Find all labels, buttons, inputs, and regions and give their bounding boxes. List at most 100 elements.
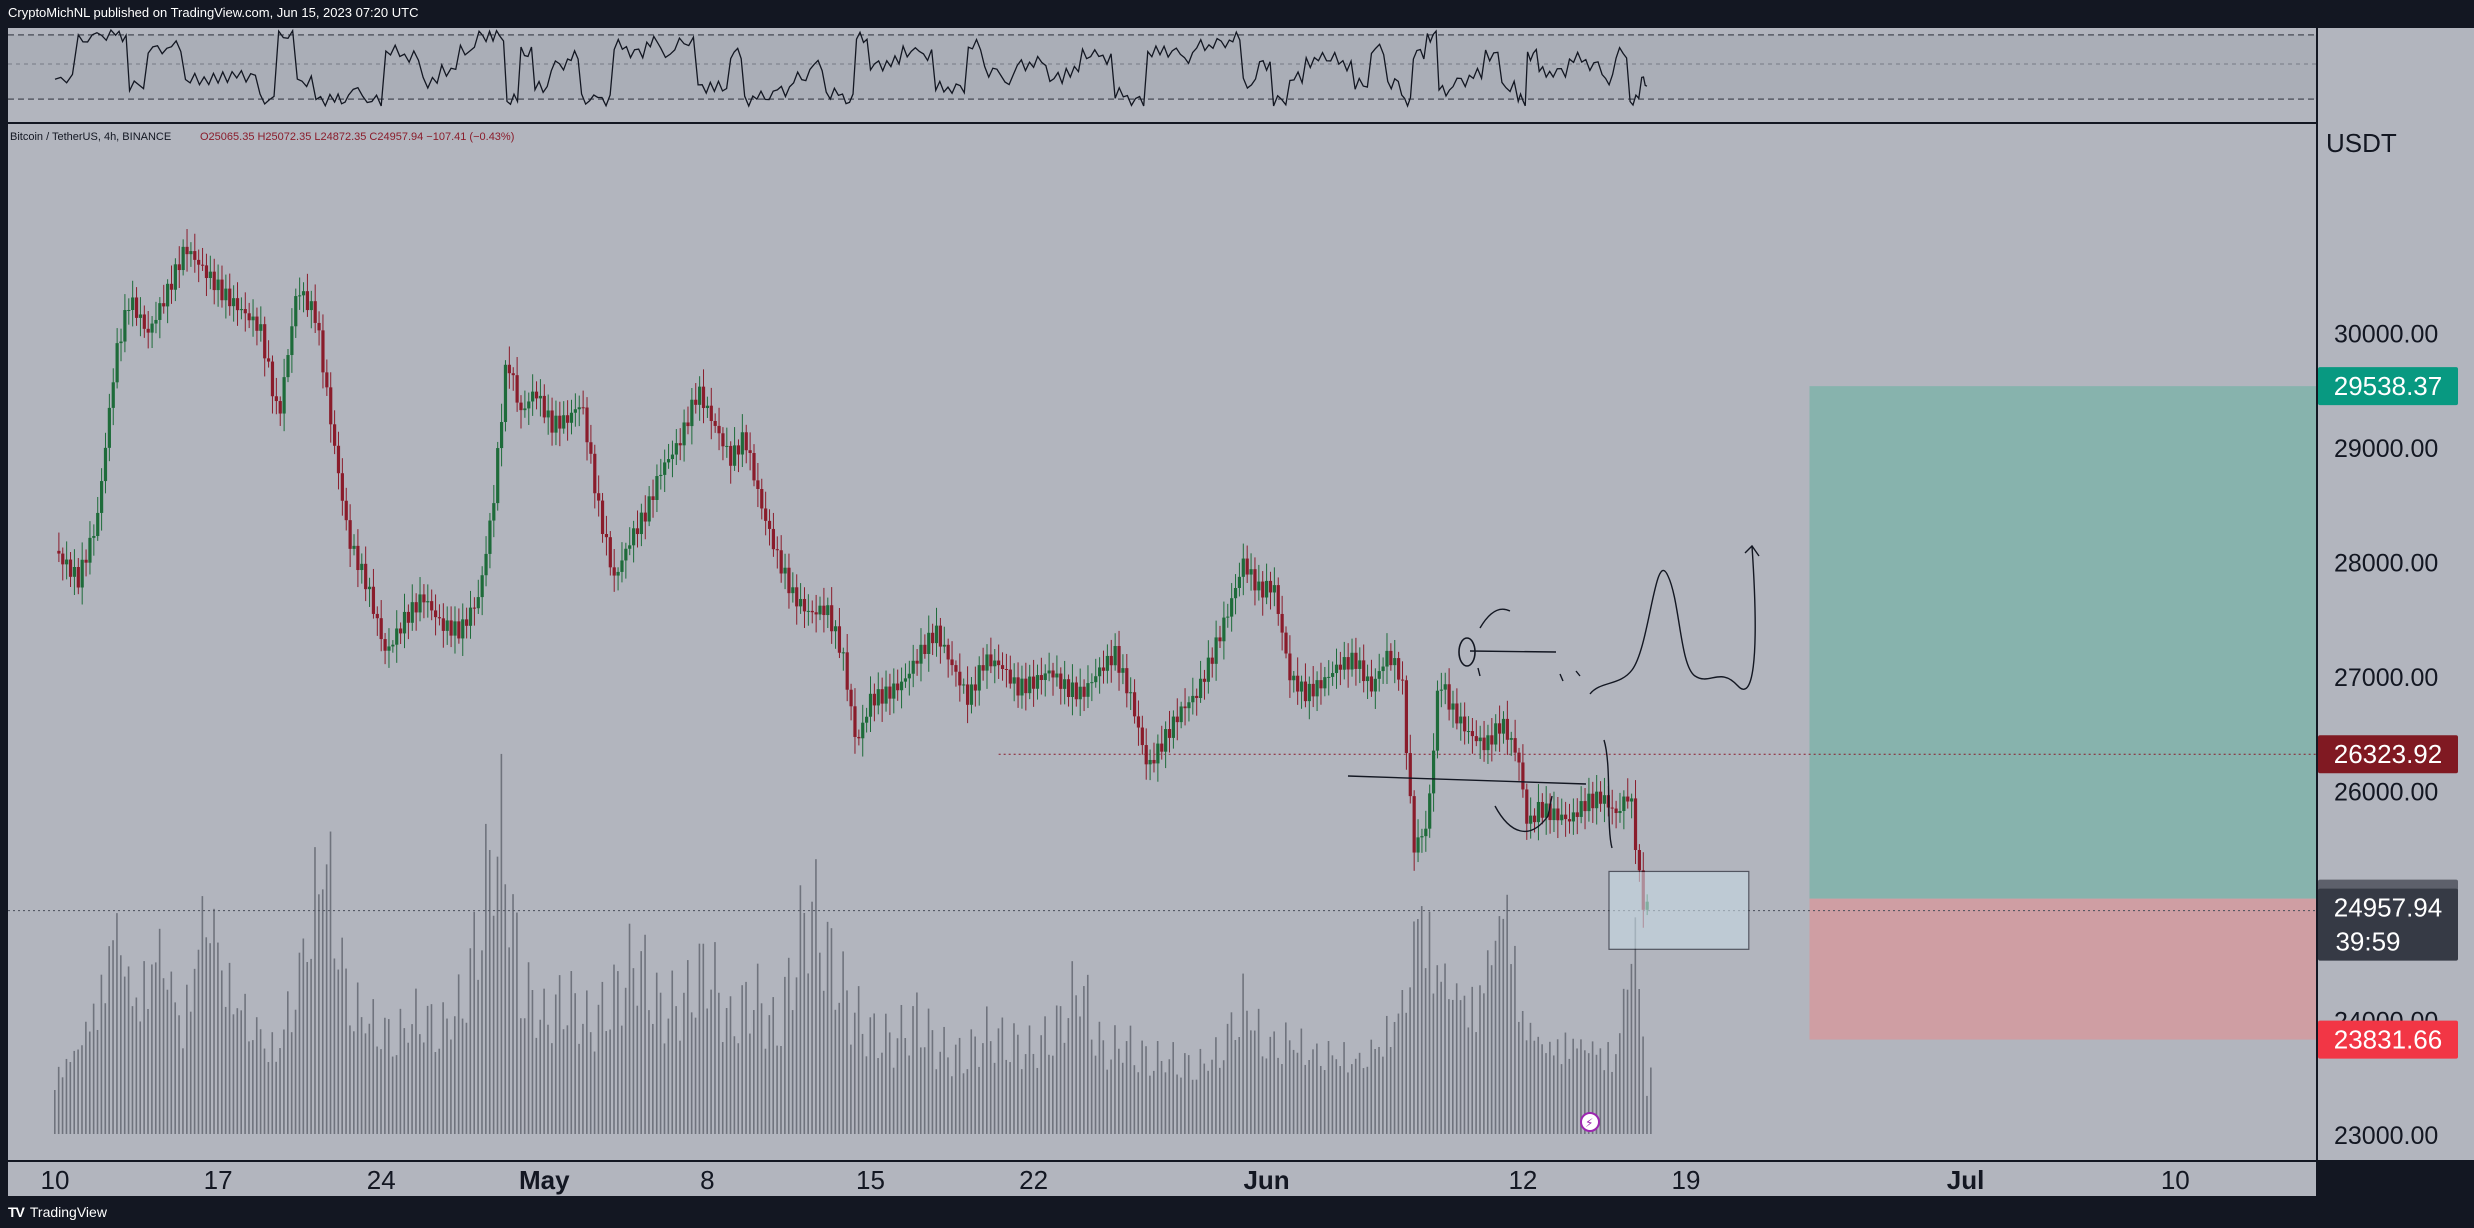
- volume-bar: [1265, 1058, 1268, 1134]
- volume-bar: [457, 974, 460, 1134]
- volume-bar: [1176, 1074, 1178, 1134]
- volume-bar: [422, 1042, 425, 1134]
- candle-body: [713, 421, 717, 426]
- candle-body: [659, 474, 663, 477]
- volume-bar: [570, 971, 573, 1134]
- candle-body: [1245, 558, 1249, 575]
- volume-bar: [916, 992, 918, 1134]
- volume-bar: [1184, 1053, 1186, 1134]
- volume-bar: [488, 849, 491, 1134]
- volume-bar: [842, 951, 844, 1134]
- volume-bar: [1238, 1037, 1241, 1134]
- volume-bar: [1424, 968, 1427, 1134]
- candle-body: [220, 279, 224, 301]
- candle-body: [449, 620, 453, 636]
- candle-body: [1560, 814, 1564, 821]
- drop-curve: [1603, 739, 1613, 849]
- volume-bar: [764, 1048, 767, 1134]
- volume-bar: [982, 1043, 984, 1134]
- volume-bar: [1549, 1041, 1551, 1134]
- volume-bar: [419, 1034, 421, 1134]
- volume-bar: [302, 938, 305, 1134]
- candle-body: [1268, 580, 1273, 593]
- candle-body: [1579, 801, 1583, 817]
- candle-body: [1428, 793, 1432, 829]
- candle-body: [1113, 646, 1117, 666]
- volume-bar: [220, 970, 223, 1134]
- time-axis: [8, 1162, 2316, 1196]
- candle-body: [1505, 718, 1509, 740]
- volume-bar: [605, 1031, 608, 1134]
- drawings[interactable]: [1347, 544, 1760, 950]
- volume-bar: [1055, 1005, 1058, 1134]
- volume-bar: [799, 885, 802, 1134]
- volume-bar: [989, 1041, 992, 1134]
- candle-body: [255, 316, 259, 331]
- volume-bar: [1397, 1013, 1400, 1134]
- candle-body: [1090, 682, 1094, 684]
- candle-body: [1400, 679, 1405, 681]
- volume-bar: [877, 1058, 879, 1134]
- volume-bar: [539, 1019, 542, 1134]
- volume-bar: [360, 1017, 363, 1134]
- volume-bar: [966, 1069, 969, 1134]
- candle-body: [1319, 680, 1323, 689]
- volume-bar: [209, 943, 211, 1134]
- candle-body: [1564, 814, 1568, 820]
- lightning-icon[interactable]: [1580, 1112, 1600, 1132]
- candle-body: [721, 433, 725, 447]
- volume-bar: [426, 1005, 429, 1134]
- volume-bar: [1584, 1050, 1586, 1134]
- candle-body: [1226, 616, 1230, 618]
- candle-body: [950, 659, 954, 666]
- candle-body: [1602, 795, 1607, 804]
- oscillator-pane: [8, 28, 2316, 122]
- volume-bar: [1552, 1055, 1555, 1134]
- volume-bar: [919, 1047, 922, 1134]
- candle-body: [1171, 716, 1175, 738]
- candle-body: [892, 683, 896, 699]
- candle-body: [1117, 646, 1121, 673]
- volume-bar: [54, 1090, 56, 1134]
- candle-body: [872, 693, 876, 706]
- candle-body: [884, 686, 888, 704]
- volume-bar: [935, 1069, 938, 1134]
- volume-bar: [1347, 1072, 1349, 1134]
- volume-bar: [446, 1018, 448, 1134]
- candle-body: [981, 665, 985, 671]
- footer-brand[interactable]: TradingView: [29, 1204, 107, 1220]
- candle-body: [1404, 680, 1408, 754]
- candle-body: [189, 251, 193, 255]
- candle-body: [814, 612, 818, 615]
- candle-body: [166, 283, 170, 307]
- volume-bar: [399, 1008, 402, 1134]
- candle-body: [344, 500, 348, 521]
- candle-body: [1633, 798, 1638, 851]
- candle-body: [352, 545, 356, 549]
- volume-bar: [376, 1046, 378, 1134]
- x-tick-label: 8: [700, 1165, 714, 1195]
- volume-bar: [1518, 1021, 1520, 1134]
- candle-body: [1513, 738, 1517, 753]
- position-tool[interactable]: [1809, 386, 2316, 1040]
- candle-body: [527, 401, 531, 409]
- candle-body: [1354, 652, 1358, 669]
- candle-body: [503, 364, 508, 423]
- volume-bar: [252, 1040, 254, 1134]
- candle-body: [430, 601, 434, 611]
- volume-bar: [1502, 918, 1505, 1134]
- osc-band-fill: [8, 35, 2316, 99]
- candle-body: [997, 660, 1001, 666]
- tradingview-logo[interactable]: TV: [8, 1204, 25, 1220]
- candle-body: [888, 686, 892, 699]
- trading-chart[interactable]: 23000.0024000.0025000.0026000.0027000.00…: [0, 26, 2474, 1196]
- candle-body: [286, 355, 290, 378]
- candle-body: [1129, 692, 1133, 694]
- candle-body: [282, 377, 286, 414]
- volume-bar: [438, 1048, 441, 1134]
- candle-body: [1412, 796, 1416, 853]
- candle-body: [1253, 569, 1257, 591]
- volume-bar: [753, 1010, 755, 1134]
- volume-bar: [1261, 1056, 1264, 1134]
- volume-bar: [1405, 1012, 1407, 1134]
